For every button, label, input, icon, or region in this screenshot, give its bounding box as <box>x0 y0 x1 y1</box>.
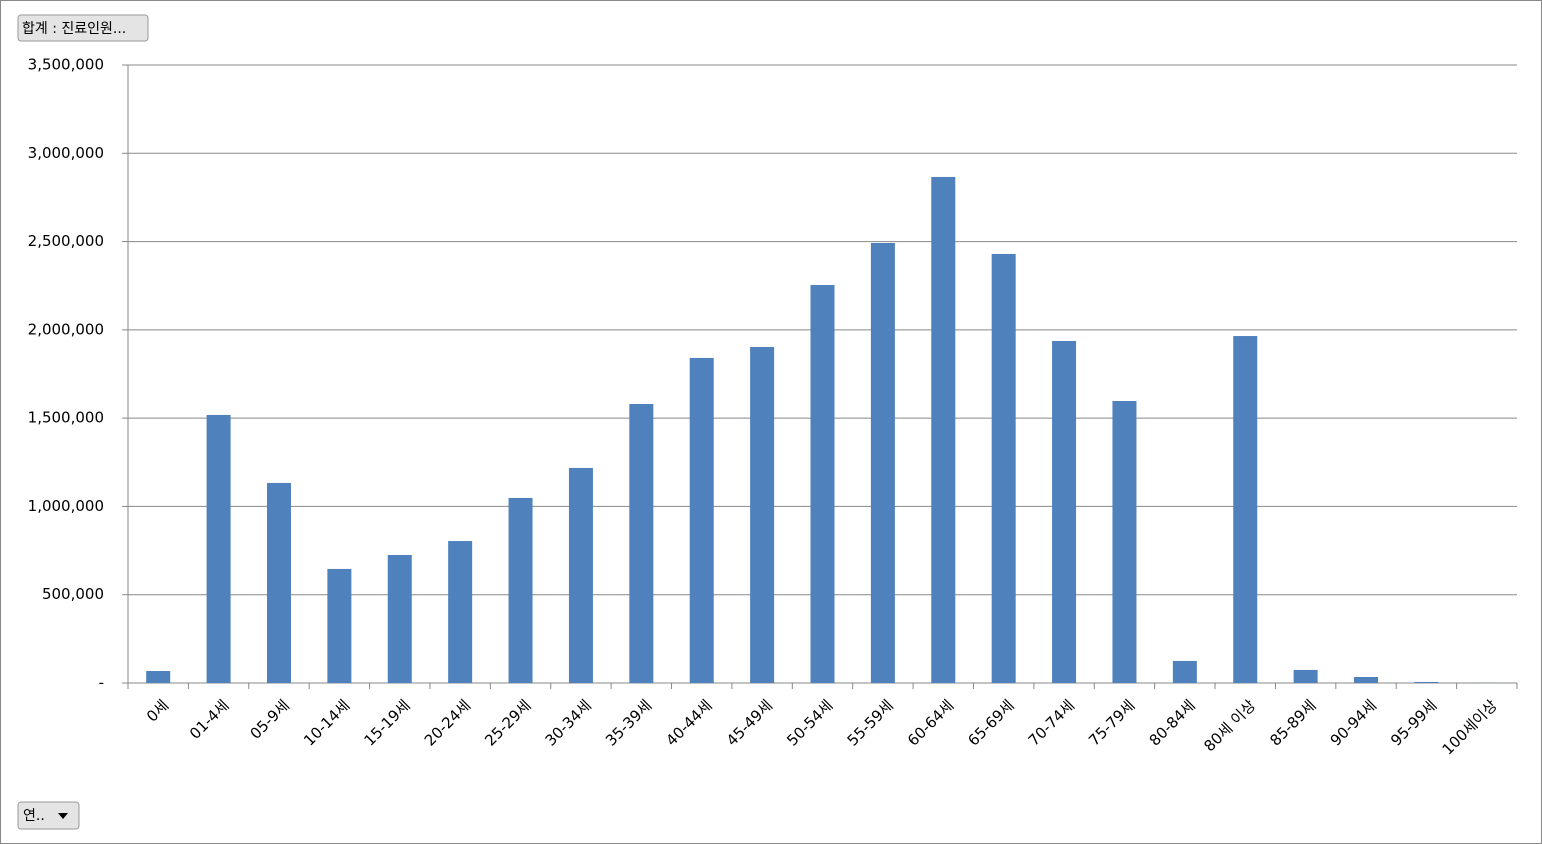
y-tick-label: - <box>99 674 104 692</box>
y-tick-label: 2,000,000 <box>28 320 104 338</box>
bar <box>327 568 352 683</box>
dropdown-arrow <box>58 813 68 819</box>
bar <box>1414 681 1439 683</box>
y-tick-label: 1,000,000 <box>28 497 104 515</box>
bar <box>448 541 473 683</box>
bar <box>568 467 593 683</box>
bar <box>1112 401 1137 683</box>
bar <box>508 497 533 683</box>
bar <box>206 414 231 683</box>
bar <box>689 357 714 683</box>
button-bg <box>17 801 80 830</box>
bar <box>1233 336 1258 683</box>
bar <box>387 554 412 683</box>
value-field-button[interactable]: 합계 : 진료인원... <box>17 14 149 42</box>
axis-field-button[interactable]: 연.. <box>17 801 80 830</box>
y-tick-label: 3,000,000 <box>28 144 104 162</box>
y-tick-label: 2,500,000 <box>28 232 104 250</box>
bar <box>870 242 895 683</box>
bar <box>810 285 835 683</box>
y-tick-label: 1,500,000 <box>28 409 104 427</box>
bar <box>266 482 291 683</box>
bar <box>629 404 654 683</box>
button-label: 합계 : 진료인원... <box>22 21 126 37</box>
button-label: 연.. <box>23 808 45 824</box>
bar <box>1052 340 1077 683</box>
bar <box>750 346 775 683</box>
bar <box>1293 669 1318 683</box>
y-tick-label: 500,000 <box>42 585 104 603</box>
button-bg <box>17 14 149 42</box>
bar <box>146 670 171 683</box>
bar <box>1172 660 1197 683</box>
y-tick-label: 3,500,000 <box>28 56 104 74</box>
bar <box>1354 676 1379 683</box>
bar <box>931 176 956 683</box>
bar <box>991 253 1016 683</box>
